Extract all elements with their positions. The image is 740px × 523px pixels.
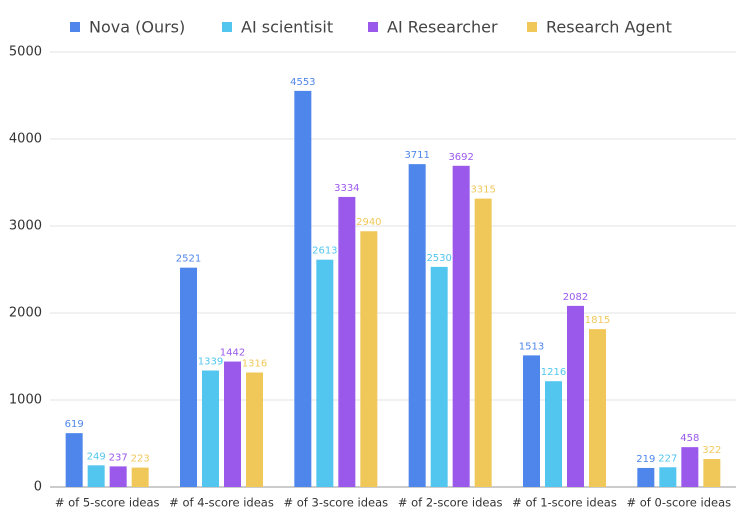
data-label: 2082	[563, 292, 588, 303]
data-label: 1316	[242, 359, 267, 370]
bar	[430, 266, 448, 487]
bar	[109, 466, 127, 487]
y-tick-label: 4000	[9, 132, 42, 147]
x-tick-label: # of 3-score ideas	[283, 496, 388, 510]
bar	[131, 467, 149, 487]
legend-label: Research Agent	[546, 18, 672, 37]
x-tick-label: # of 2-score ideas	[398, 496, 503, 510]
x-tick-label: # of 1-score ideas	[512, 496, 617, 510]
data-label: 249	[87, 451, 106, 462]
legend-label: Nova (Ours)	[89, 18, 185, 37]
data-label: 2530	[426, 253, 451, 264]
x-tick-label: # of 4-score ideas	[169, 496, 274, 510]
bar	[202, 370, 219, 487]
data-label: 227	[658, 453, 677, 464]
bar	[338, 196, 356, 487]
data-label: 1216	[541, 367, 566, 378]
bar	[246, 372, 263, 487]
data-label: 1339	[198, 357, 223, 368]
data-label: 3334	[334, 183, 359, 194]
data-label: 237	[109, 452, 128, 463]
bar	[567, 305, 584, 487]
data-label: 458	[680, 433, 699, 444]
y-tick-label: 2000	[9, 306, 42, 321]
legend-swatch	[70, 22, 80, 32]
bar	[224, 361, 241, 487]
y-tick-label: 3000	[9, 219, 42, 234]
bar	[681, 447, 699, 487]
data-label: 219	[636, 454, 655, 465]
bar	[294, 90, 312, 487]
data-label: 3711	[404, 150, 429, 161]
x-tick-label: # of 0-score ideas	[626, 496, 731, 510]
data-label: 619	[65, 419, 84, 430]
legend-swatch	[368, 22, 378, 32]
data-label: 2613	[312, 246, 337, 257]
bar	[408, 164, 426, 487]
bar	[659, 467, 677, 487]
data-label: 2940	[356, 217, 381, 228]
data-label: 3692	[448, 152, 473, 163]
bar	[452, 165, 470, 487]
bar	[316, 259, 334, 487]
data-label: 4553	[290, 77, 315, 88]
legend-swatch	[222, 22, 232, 32]
bar	[589, 329, 606, 487]
x-tick-label: # of 5-score ideas	[55, 496, 160, 510]
legend-label: AI scientisit	[241, 18, 333, 37]
bar	[523, 355, 540, 487]
bar	[180, 267, 197, 487]
bar	[637, 467, 655, 487]
y-tick-label: 0	[34, 480, 42, 495]
data-label: 1442	[220, 348, 245, 359]
bar	[545, 381, 562, 487]
y-tick-label: 1000	[9, 393, 42, 408]
legend-swatch	[527, 22, 537, 32]
bar	[87, 465, 105, 487]
data-label: 1513	[519, 341, 544, 352]
y-tick-label: 5000	[9, 45, 42, 60]
data-label: 223	[131, 454, 150, 465]
legend-label: AI Researcher	[387, 18, 498, 37]
data-label: 1815	[585, 315, 610, 326]
data-label: 322	[702, 445, 721, 456]
data-label: 2521	[176, 254, 201, 265]
bar	[474, 198, 492, 487]
data-label: 3315	[470, 185, 495, 196]
bar	[360, 231, 378, 487]
bar	[703, 458, 721, 487]
bar	[65, 433, 83, 487]
